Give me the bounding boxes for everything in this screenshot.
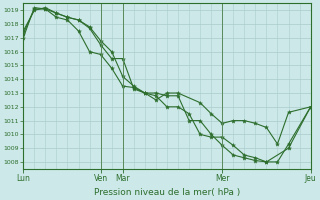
X-axis label: Pression niveau de la mer( hPa ): Pression niveau de la mer( hPa ) [94, 188, 240, 197]
